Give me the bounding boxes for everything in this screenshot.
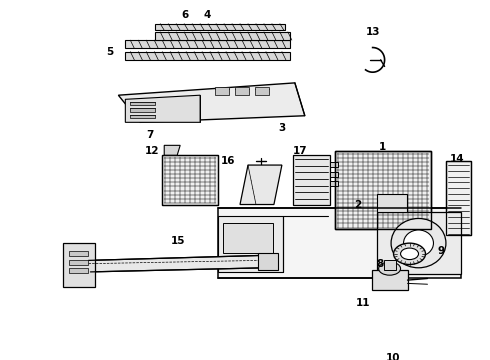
Polygon shape: [330, 181, 338, 186]
Polygon shape: [330, 172, 338, 176]
Ellipse shape: [377, 311, 382, 315]
Polygon shape: [155, 32, 290, 40]
Polygon shape: [377, 212, 462, 274]
Polygon shape: [235, 87, 249, 95]
Ellipse shape: [374, 299, 416, 319]
Polygon shape: [162, 155, 218, 204]
Polygon shape: [258, 253, 278, 270]
Polygon shape: [63, 243, 96, 287]
Ellipse shape: [393, 243, 425, 265]
Ellipse shape: [400, 248, 418, 260]
Text: 13: 13: [366, 27, 380, 37]
Text: 15: 15: [171, 237, 185, 247]
Polygon shape: [223, 222, 273, 253]
Polygon shape: [369, 346, 378, 351]
Polygon shape: [89, 256, 265, 272]
Text: 2: 2: [354, 199, 361, 210]
Text: 17: 17: [293, 146, 307, 156]
Ellipse shape: [384, 304, 406, 314]
Polygon shape: [255, 87, 269, 95]
Text: 12: 12: [145, 146, 160, 156]
Text: 1: 1: [379, 142, 386, 152]
Polygon shape: [125, 95, 200, 122]
Polygon shape: [130, 102, 155, 105]
Ellipse shape: [385, 329, 411, 343]
Polygon shape: [69, 268, 89, 273]
Polygon shape: [69, 260, 89, 265]
Polygon shape: [119, 83, 305, 122]
Text: 9: 9: [438, 246, 445, 256]
Polygon shape: [69, 251, 89, 256]
Polygon shape: [155, 24, 285, 30]
Ellipse shape: [372, 321, 422, 350]
Polygon shape: [446, 161, 471, 235]
Polygon shape: [384, 260, 395, 270]
Polygon shape: [371, 270, 408, 290]
Polygon shape: [417, 346, 425, 351]
Polygon shape: [130, 115, 155, 118]
Text: 14: 14: [450, 154, 465, 164]
Polygon shape: [164, 145, 180, 155]
Polygon shape: [125, 40, 290, 48]
Ellipse shape: [404, 230, 434, 256]
Polygon shape: [215, 87, 229, 95]
Polygon shape: [330, 162, 338, 167]
Polygon shape: [218, 216, 283, 272]
Text: 6: 6: [182, 10, 189, 21]
Polygon shape: [218, 208, 462, 279]
Polygon shape: [240, 165, 282, 204]
Text: 3: 3: [278, 123, 286, 133]
Text: 10: 10: [385, 353, 400, 360]
Ellipse shape: [379, 262, 400, 275]
Text: 7: 7: [147, 130, 154, 140]
Text: 8: 8: [376, 259, 383, 269]
Polygon shape: [125, 51, 290, 60]
Polygon shape: [377, 194, 407, 212]
Ellipse shape: [408, 311, 413, 315]
Polygon shape: [293, 155, 330, 204]
Ellipse shape: [391, 219, 446, 268]
Text: 5: 5: [106, 47, 113, 57]
Polygon shape: [130, 108, 155, 112]
Text: 16: 16: [221, 156, 235, 166]
Polygon shape: [335, 151, 432, 229]
Text: 11: 11: [355, 298, 370, 308]
Text: 4: 4: [203, 10, 211, 21]
